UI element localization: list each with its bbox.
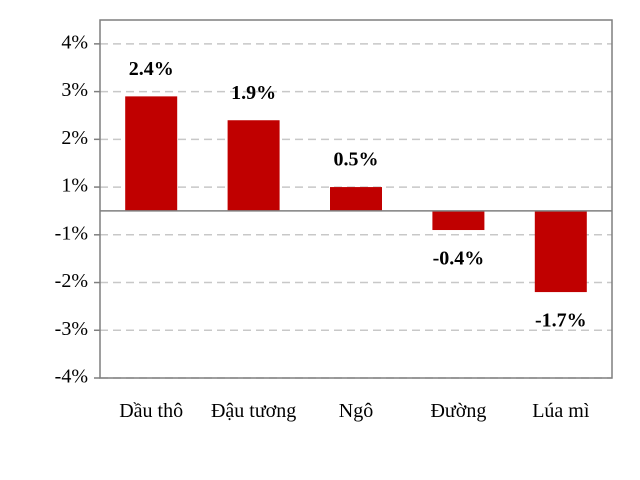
data-label: 2.4%: [129, 58, 174, 80]
y-tick-label: -1%: [55, 222, 88, 244]
bar: [227, 120, 280, 211]
bar: [534, 210, 587, 293]
y-tick-label: 4%: [61, 31, 88, 53]
x-tick-label: Đường: [430, 400, 487, 422]
plot-frame: [99, 19, 613, 379]
y-tick-label: -4%: [55, 366, 88, 388]
y-tick-label: -3%: [55, 318, 88, 340]
y-tick-label: -2%: [55, 270, 88, 292]
bar: [125, 96, 178, 211]
x-tick-label: Ngô: [338, 400, 374, 422]
x-tick-label: Lúa mì: [532, 400, 590, 422]
y-tick-label: 2%: [61, 127, 88, 149]
y-tick-label: 1%: [61, 175, 88, 197]
data-label: 1.9%: [231, 82, 276, 104]
x-tick-label: Dầu thô: [119, 400, 184, 422]
data-label: -1.7%: [535, 310, 587, 332]
data-label: -0.4%: [433, 248, 485, 270]
bar: [330, 187, 382, 211]
bar: [432, 210, 485, 231]
y-tick-label: 3%: [61, 79, 88, 101]
data-label: 0.5%: [334, 149, 379, 171]
x-tick-label: Đậu tương: [210, 400, 297, 422]
